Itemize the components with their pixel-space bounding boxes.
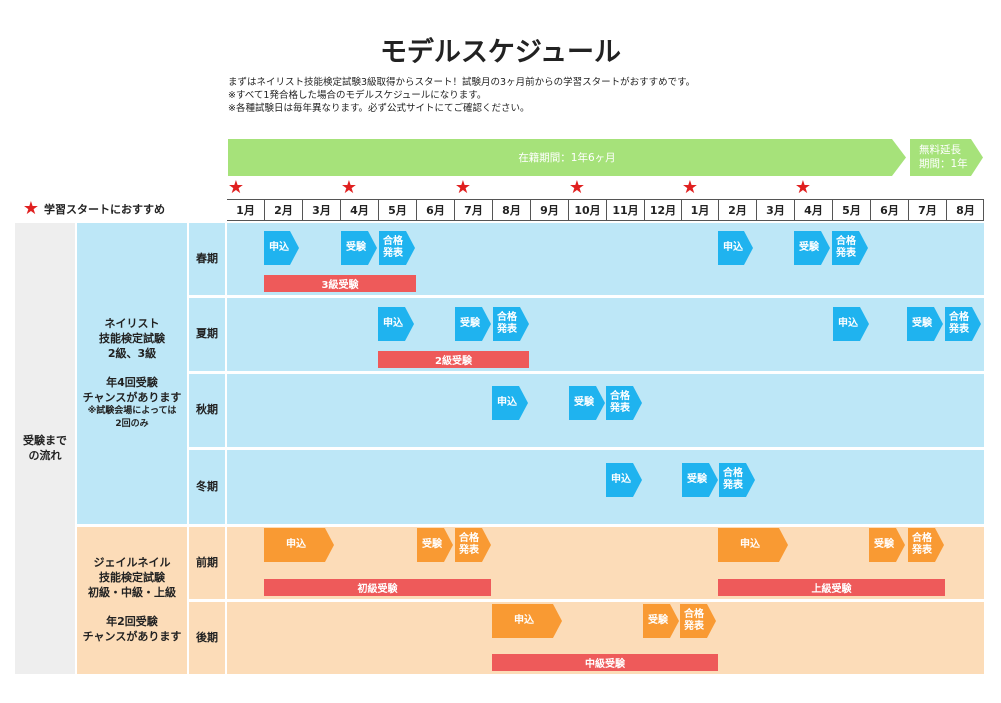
free-extension-period: 期間：1年 [919, 157, 968, 170]
star-icon: ★ [22, 198, 40, 219]
month-cell: 1月 [681, 199, 718, 221]
month-header [227, 199, 984, 221]
star-icon: ★ [454, 177, 472, 198]
month-cell: 6月 [870, 199, 908, 221]
exam-step: 受験 [341, 231, 377, 265]
exam-step: 受験 [643, 604, 679, 638]
jail-chance-1: 年2回受験 [106, 614, 158, 628]
flow-label: 受験まで の流れ [15, 223, 75, 674]
jail-chance-2: チャンスがあります [82, 629, 182, 643]
result-step: 合格 発表 [455, 528, 491, 562]
month-cell: 1月 [236, 204, 255, 217]
nailist-exam-label: ネイリスト 技能検定試験 2級、3級 年4回受験 チャンスがあります ※試験会場… [77, 223, 187, 524]
month-cell: 11月 [606, 199, 644, 221]
apply-step: 申込 [492, 604, 562, 638]
exam-bar-advanced: 上級受験 [718, 579, 945, 596]
apply-step: 申込 [264, 528, 334, 562]
season-summer: 夏期 [189, 298, 225, 371]
month-cell: 5月 [832, 199, 870, 221]
legend: ★ 学習スタートにおすすめ [22, 200, 165, 218]
flow-label-line2: の流れ [28, 448, 62, 462]
flow-label-line1: 受験まで [23, 433, 67, 447]
month-cell: 8月 [492, 199, 530, 221]
star-icon: ★ [794, 177, 812, 198]
winter-row [227, 450, 984, 524]
month-cell: 5月 [378, 199, 416, 221]
nailist-venue-note: ※試験会場によっては [87, 406, 177, 417]
result-step: 合格 発表 [908, 528, 944, 562]
nailist-levels: 2級、3級 [107, 346, 157, 360]
note-exam-dates: ※各種試験日は毎年異なります。必ず公式サイトにてご確認ください。 [228, 103, 530, 114]
exam-bar-intermediate: 中級受験 [492, 654, 718, 671]
month-cell: 7月 [908, 199, 946, 221]
month-cell: 7月 [454, 199, 492, 221]
summer-row [227, 298, 984, 371]
month-cell: 10月 [568, 199, 606, 221]
jail-exam-label: ジェイルネイル 技能検定試験 初級・中級・上級 年2回受験 チャンスがあります [77, 527, 187, 674]
nailist-venue-note-2: 2回のみ [115, 418, 149, 429]
legend-label: 学習スタートにおすすめ [44, 203, 165, 216]
exam-bar-level2: 2級受験 [378, 351, 529, 368]
exam-bar-level3: 3級受験 [264, 275, 416, 292]
star-icon: ★ [568, 177, 586, 198]
month-cell: 4月 [794, 199, 832, 221]
free-extension-label: 無料延長 [919, 144, 961, 157]
exam-step: 受験 [417, 528, 453, 562]
term-second: 後期 [189, 602, 225, 674]
month-cell: 2月 [718, 199, 756, 221]
free-extension-band: 無料延長 期間：1年 [910, 139, 983, 176]
month-cell: 2月 [264, 199, 302, 221]
jail-levels: 初級・中級・上級 [87, 586, 176, 600]
autumn-row [227, 374, 984, 447]
season-winter: 冬期 [189, 450, 225, 524]
term-first: 前期 [189, 527, 225, 599]
intro-note: まずはネイリスト技能検定試験3級取得からスタート！試験月の3ヶ月前からの学習スタ… [228, 77, 696, 88]
month-cell: 9月 [530, 199, 568, 221]
enrollment-period-band: 在籍期間：1年6ヶ月 [228, 139, 906, 176]
star-icon: ★ [681, 177, 699, 198]
jail-name-2: 技能検定試験 [98, 571, 165, 585]
page-title: モデルスケジュール [379, 37, 622, 68]
exam-bar-beginner: 初級受験 [264, 579, 491, 596]
exam-step: 受験 [869, 528, 905, 562]
month-cell: 6月 [416, 199, 454, 221]
note-first-pass: ※すべて1発合格した場合のモデルスケジュールになります。 [228, 90, 487, 101]
season-autumn: 秋期 [189, 374, 225, 447]
season-spring: 春期 [189, 223, 225, 295]
month-cell: 12月 [644, 199, 681, 221]
nailist-chance-1: 年4回受験 [106, 375, 158, 389]
month-cell: 3月 [302, 199, 340, 221]
star-icon: ★ [227, 177, 245, 198]
nailist-chance-2: チャンスがあります [82, 390, 182, 404]
month-cell: 3月 [756, 199, 794, 221]
result-step: 合格 発表 [680, 604, 716, 638]
nailist-name-1: ネイリスト [104, 317, 160, 331]
jail-name-1: ジェイルネイル [93, 556, 171, 570]
apply-step: 申込 [718, 528, 788, 562]
nailist-name-2: 技能検定試験 [98, 332, 165, 346]
month-cell: 8月 [946, 199, 984, 221]
star-icon: ★ [340, 177, 358, 198]
month-cell: 4月 [340, 199, 378, 221]
